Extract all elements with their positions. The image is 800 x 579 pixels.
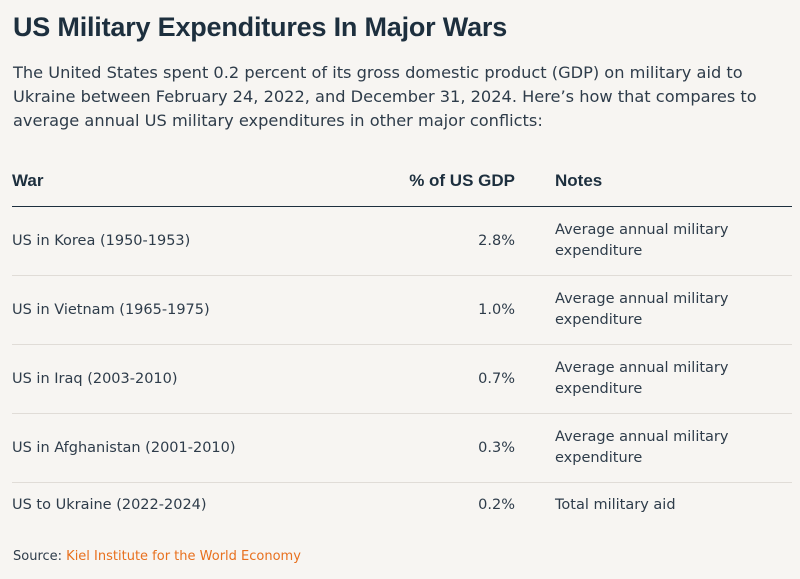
cell-spacer [515, 483, 555, 528]
table-row: US in Korea (1950-1953) 2.8% Average ann… [12, 206, 792, 276]
source-note: Source: Kiel Institute for the World Eco… [13, 549, 301, 564]
cell-notes: Total military aid [555, 496, 676, 513]
data-table: War % of US GDP Notes US in Korea (1950-… [12, 156, 792, 527]
cell-notes: Average annual military expenditure [555, 413, 792, 483]
cell-gdp-percent: 0.3% [337, 413, 515, 483]
source-link[interactable]: Kiel Institute for the World Economy [66, 549, 301, 564]
table-row: US to Ukraine (2022-2024) 0.2% Total mil… [12, 483, 792, 528]
cell-gdp-percent: 1.0% [337, 275, 515, 345]
cell-gdp-percent: 2.8% [337, 206, 515, 276]
cell-spacer [515, 275, 555, 345]
cell-spacer [515, 413, 555, 483]
table-header-row: War % of US GDP Notes [12, 156, 792, 207]
source-label: Source: [13, 549, 63, 564]
cell-gdp-percent: 0.2% [478, 497, 515, 513]
table-row: US in Vietnam (1965-1975) 1.0% Average a… [12, 275, 792, 345]
column-header-gdp: % of US GDP [337, 156, 515, 207]
cell-gdp-percent: 0.7% [337, 344, 515, 414]
cell-war: US in Afghanistan (2001-2010) [12, 413, 337, 483]
chart-title: US Military Expenditures In Major Wars [13, 12, 508, 42]
cell-notes: Average annual military expenditure [555, 206, 792, 276]
table-row: US in Iraq (2003-2010) 0.7% Average annu… [12, 344, 792, 414]
chart-subtitle: The United States spent 0.2 percent of i… [13, 63, 757, 130]
cell-war: US in Iraq (2003-2010) [12, 344, 337, 414]
cell-war: US in Korea (1950-1953) [12, 206, 337, 276]
cell-spacer [515, 344, 555, 414]
cell-notes: Average annual military expenditure [555, 275, 792, 345]
column-spacer [515, 156, 555, 207]
cell-spacer [515, 206, 555, 276]
column-header-war: War [12, 156, 337, 207]
cell-war: US to Ukraine (2022-2024) [12, 497, 207, 513]
cell-notes: Average annual military expenditure [555, 344, 792, 414]
cell-war: US in Vietnam (1965-1975) [12, 275, 337, 345]
column-header-notes: Notes [555, 156, 792, 207]
table-row: US in Afghanistan (2001-2010) 0.3% Avera… [12, 413, 792, 483]
